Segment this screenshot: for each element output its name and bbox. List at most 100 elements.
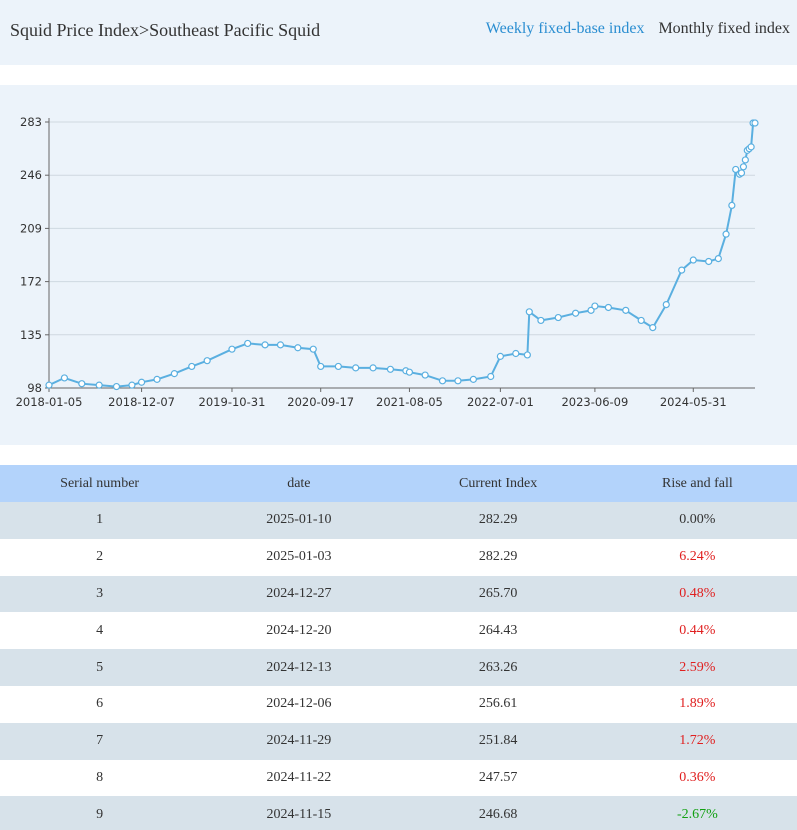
data-point xyxy=(244,339,252,348)
data-point xyxy=(386,365,395,373)
cell-rise-and-fall: 0.00% xyxy=(679,512,716,528)
data-point xyxy=(112,382,121,391)
series-line xyxy=(48,122,755,388)
data-point xyxy=(309,345,317,353)
data-point xyxy=(421,371,429,379)
data-point xyxy=(741,156,749,164)
data-point xyxy=(170,370,178,378)
table-row: 5 2024-12-13 263.26 2.59% xyxy=(0,649,797,686)
data-point xyxy=(78,380,86,388)
data-point xyxy=(317,362,325,371)
data-point xyxy=(739,163,748,171)
cell-serial: 3 xyxy=(96,585,104,601)
data-point xyxy=(261,341,269,349)
data-point xyxy=(714,254,722,263)
table-row: 2 2025-01-03 282.29 6.24% xyxy=(0,538,797,576)
x-tick-label: 2018-01-05 xyxy=(16,395,83,409)
index-table: Serial number date Current Index Rise an… xyxy=(0,465,797,830)
page-header: Squid Price Index>Southeast Pacific Squi… xyxy=(0,0,797,65)
cell-serial: 6 xyxy=(96,696,104,712)
data-point xyxy=(487,372,495,381)
table-row: 3 2024-12-27 265.70 0.48% xyxy=(0,575,797,613)
cell-serial: 1 xyxy=(96,512,104,528)
data-point xyxy=(203,357,211,365)
cell-date: 2024-12-06 xyxy=(266,696,332,712)
cell-current-index: 256.61 xyxy=(478,696,518,712)
cell-current-index: 263.26 xyxy=(478,659,518,675)
data-point xyxy=(188,362,196,371)
x-tick-label: 2024-05-31 xyxy=(660,395,727,409)
y-tick-label: 172 xyxy=(20,275,42,289)
cell-rise-and-fall: 1.72% xyxy=(679,733,716,749)
cell-current-index: 246.68 xyxy=(478,806,518,822)
data-point xyxy=(622,306,630,314)
data-point xyxy=(728,201,736,209)
cell-serial: 9 xyxy=(96,806,104,822)
cell-serial: 5 xyxy=(96,659,104,675)
data-point xyxy=(637,316,645,325)
data-point xyxy=(45,381,53,389)
data-point xyxy=(747,143,755,151)
cell-current-index: 265.70 xyxy=(478,585,518,601)
data-point xyxy=(732,165,740,174)
cell-current-index: 282.29 xyxy=(478,512,518,528)
cell-rise-and-fall: -2.67% xyxy=(676,806,718,822)
data-point xyxy=(294,344,302,352)
cell-rise-and-fall: 2.59% xyxy=(679,659,716,675)
data-point xyxy=(438,377,447,385)
x-tick-label: 2020-09-17 xyxy=(287,395,354,409)
cell-date: 2024-11-22 xyxy=(266,769,332,785)
data-point xyxy=(689,256,697,264)
y-tick-label: 209 xyxy=(20,221,42,235)
y-tick-label: 283 xyxy=(20,115,42,129)
data-point xyxy=(228,345,236,353)
data-point xyxy=(95,381,103,389)
y-tick-label: 135 xyxy=(20,328,42,342)
cell-serial: 4 xyxy=(96,622,104,638)
cell-date: 2025-01-10 xyxy=(266,512,332,528)
index-tabs: Weekly fixed-base index Monthly fixed in… xyxy=(486,20,790,38)
data-point xyxy=(737,169,746,177)
data-point xyxy=(137,378,146,386)
data-point xyxy=(153,375,161,383)
table-row: 6 2024-12-06 256.61 1.89% xyxy=(0,685,797,723)
tab-weekly-fixed-base-index[interactable]: Weekly fixed-base index xyxy=(485,20,645,37)
cell-rise-and-fall: 0.44% xyxy=(679,622,716,638)
cell-date: 2024-12-13 xyxy=(266,659,332,675)
cell-rise-and-fall: 6.24% xyxy=(679,549,716,565)
chart-svg: 98 135 172 209 246 283 2018-01-05 2018-12-07 201… xyxy=(16,115,759,409)
cell-current-index: 247.57 xyxy=(478,769,518,785)
x-tick-label: 2022-07-01 xyxy=(467,395,534,409)
data-point xyxy=(405,368,414,376)
cell-rise-and-fall: 1.89% xyxy=(679,696,716,712)
data-point xyxy=(591,302,599,310)
table-row: 8 2024-11-22 247.57 0.36% xyxy=(0,759,797,797)
y-tick-label: 246 xyxy=(20,168,42,182)
data-point xyxy=(554,313,562,322)
cell-current-index: 264.43 xyxy=(478,622,518,638)
cell-date: 2024-12-27 xyxy=(266,585,332,601)
cell-current-index: 251.84 xyxy=(478,733,518,749)
column-header-date: date xyxy=(287,475,311,491)
data-point xyxy=(604,303,612,312)
table-row: 9 2024-11-15 246.68 -2.67% xyxy=(0,796,797,830)
cell-date: 2024-12-20 xyxy=(266,622,332,638)
data-point xyxy=(334,362,342,371)
tab-monthly-fixed-index[interactable]: Monthly fixed index xyxy=(658,20,790,37)
cell-rise-and-fall: 0.48% xyxy=(679,585,716,601)
x-tick-label: 2021-08-05 xyxy=(376,395,443,409)
data-point xyxy=(496,352,504,360)
x-tick-label: 2023-06-09 xyxy=(561,395,628,409)
data-point xyxy=(751,119,759,127)
cell-date: 2024-11-29 xyxy=(266,733,332,749)
data-point xyxy=(60,374,69,382)
data-point xyxy=(525,308,533,316)
data-point xyxy=(537,316,545,325)
table-row: 7 2024-11-29 251.84 1.72% xyxy=(0,722,797,760)
table-row: 4 2024-12-20 264.43 0.44% xyxy=(0,612,797,650)
y-tick-label: 98 xyxy=(27,381,42,395)
data-point xyxy=(572,309,580,317)
data-point xyxy=(523,351,531,359)
cell-date: 2025-01-03 xyxy=(266,549,332,565)
cell-serial: 7 xyxy=(96,733,104,749)
